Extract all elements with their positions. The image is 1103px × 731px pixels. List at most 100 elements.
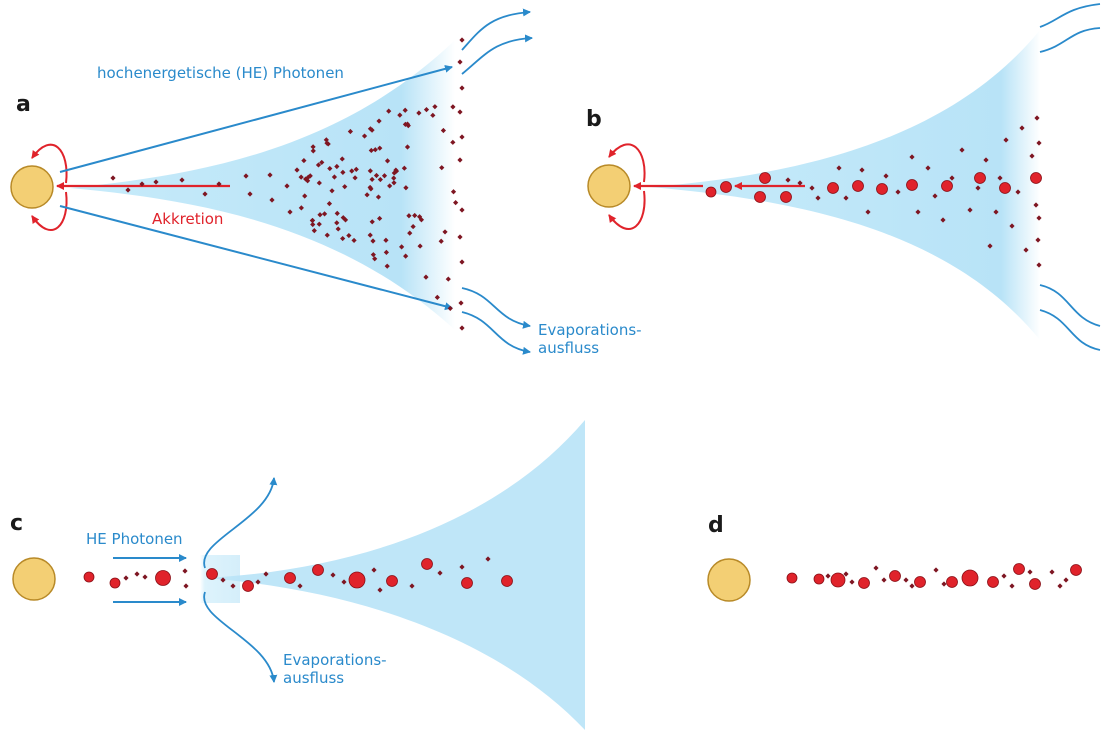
pebble	[109, 577, 121, 589]
pebble	[83, 571, 95, 583]
dust-grain	[450, 139, 456, 145]
dust-grain	[220, 577, 226, 583]
pebble	[421, 558, 433, 570]
pebble	[914, 576, 926, 588]
outflow-arrow-bot2-b	[1039, 309, 1101, 351]
dust-grain	[110, 175, 116, 181]
dust-grain	[825, 573, 831, 579]
dust-grain	[316, 180, 322, 186]
dust-grain	[369, 127, 375, 133]
pebble	[858, 577, 870, 589]
pebble	[987, 576, 999, 588]
dust-grain	[459, 259, 465, 265]
dust-grain	[809, 185, 815, 191]
dust-grain	[975, 185, 981, 191]
dust-grain	[983, 157, 989, 163]
dust-grain	[1049, 569, 1055, 575]
dust-grain	[1019, 125, 1025, 131]
pebble	[889, 570, 901, 582]
dust-grain	[438, 238, 444, 244]
dust-grain	[403, 185, 409, 191]
dust-grain	[417, 243, 423, 249]
dust-grain	[316, 221, 322, 227]
star-b	[587, 164, 631, 208]
dust-grain	[1015, 189, 1021, 195]
dust-grain	[402, 107, 408, 113]
dust-grain	[139, 181, 145, 187]
star-d	[707, 558, 751, 602]
dust-grain	[1027, 569, 1033, 575]
dust-grain	[370, 238, 376, 244]
dust-grain	[153, 179, 159, 185]
dust-grain	[377, 145, 383, 151]
dust-grain	[459, 564, 465, 570]
dust-grain	[1034, 115, 1040, 121]
dust-grain	[349, 168, 355, 174]
dust-grain	[399, 244, 405, 250]
dust-grain	[883, 173, 889, 179]
pebble	[284, 572, 296, 584]
dust-grain	[339, 156, 345, 162]
dust-grain	[457, 59, 463, 65]
disk-b	[650, 30, 1040, 340]
dust-grain	[243, 173, 249, 179]
pebble	[1029, 578, 1041, 590]
dust-grain	[351, 237, 357, 244]
dust-grain	[321, 211, 328, 217]
dust-grain	[334, 220, 340, 226]
dust-grain	[450, 189, 457, 195]
panel-c: c HE Photonen Evaporations- ausfluss	[10, 420, 585, 730]
dust-grain	[311, 228, 317, 234]
dust-grain	[134, 571, 140, 577]
dust-grain	[125, 187, 131, 193]
panel-letter-a: a	[16, 92, 31, 117]
dust-grain	[439, 165, 445, 171]
dust-grain	[315, 162, 322, 168]
dust-grain	[376, 118, 382, 124]
pebble	[242, 580, 254, 592]
dust-grain	[369, 176, 375, 183]
dust-grain	[331, 174, 338, 180]
dust-grain	[182, 568, 188, 574]
dust-grain	[993, 209, 999, 215]
dust-grain	[423, 274, 429, 280]
dust-grain	[340, 169, 346, 176]
dust-grain	[865, 209, 871, 215]
dust-grain	[367, 126, 374, 132]
dust-grain	[391, 175, 397, 181]
dust-grain	[142, 574, 148, 580]
dust-grain	[1001, 573, 1007, 579]
pebble	[974, 172, 986, 184]
star-c	[12, 557, 56, 601]
dust-grain	[384, 263, 390, 269]
panel-a: a hochenergetische (HE) Photonen Akkreti…	[10, 8, 642, 357]
dust-grain	[915, 209, 921, 215]
dust-grain	[405, 123, 411, 129]
dust-grain	[369, 219, 375, 225]
pebble	[941, 180, 953, 192]
dust-grain	[959, 147, 965, 153]
dust-grain	[1036, 140, 1042, 146]
dust-grain	[294, 167, 300, 173]
dust-grain	[1023, 247, 1029, 253]
dust-grain	[407, 230, 413, 236]
outflow-label-line1-a: Evaporations-	[538, 321, 642, 339]
star-a	[10, 165, 54, 209]
dust-grain	[459, 325, 465, 331]
pebble	[1030, 172, 1042, 184]
dust-grain	[881, 577, 887, 583]
dust-grain	[1009, 223, 1015, 229]
photon-arrow-upper-a	[59, 64, 453, 173]
dust-grain	[458, 300, 464, 306]
dust-grain	[123, 575, 129, 581]
pebble	[786, 572, 798, 584]
outflow-label-line2-c: ausfluss	[283, 669, 344, 687]
dust-grain	[459, 207, 465, 213]
dust-grain	[453, 200, 459, 206]
dust-grain	[330, 572, 336, 578]
dust-grain	[352, 175, 358, 181]
pebble	[386, 575, 398, 587]
dust-grain	[383, 249, 389, 255]
dust-grain	[317, 212, 323, 218]
